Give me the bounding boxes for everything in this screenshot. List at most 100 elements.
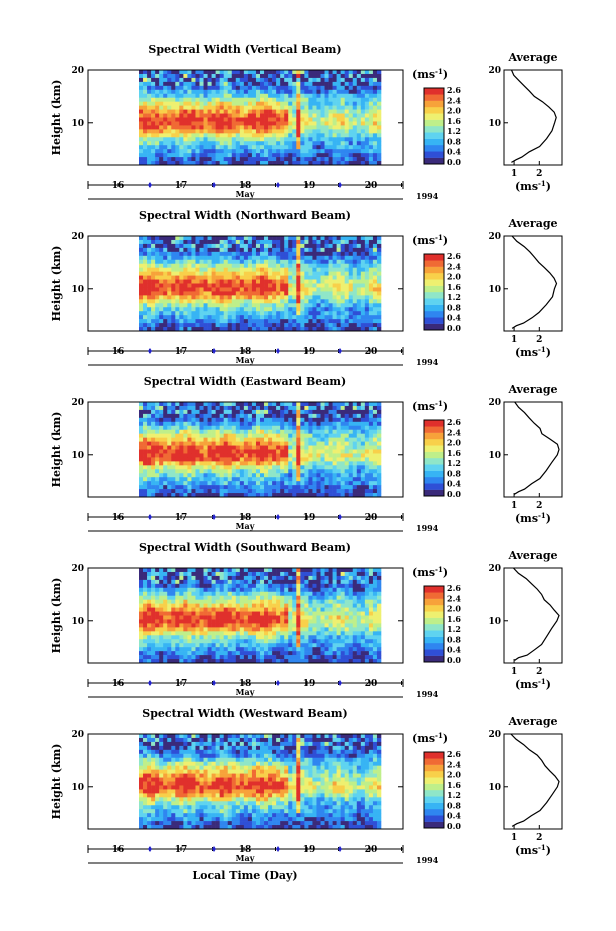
heatmap-cell	[284, 243, 289, 249]
heatmap-cell	[300, 291, 305, 296]
heatmap-cell	[364, 461, 370, 466]
heatmap-cell	[207, 627, 212, 632]
heatmap-cell	[227, 93, 233, 99]
heatmap-cell	[163, 133, 168, 138]
heatmap-cell	[167, 315, 172, 320]
heatmap-cell	[167, 93, 172, 99]
colorbar-swatch	[424, 266, 444, 274]
heatmap-cell	[199, 161, 204, 166]
heatmap-cell	[195, 591, 200, 597]
avg-y-tick-label: 20	[488, 232, 501, 242]
heatmap-cell	[360, 465, 366, 470]
heatmap-cell	[288, 109, 293, 114]
heatmap-cell	[264, 327, 269, 332]
heatmap-cell	[372, 429, 378, 434]
heatmap-cell	[175, 619, 180, 624]
heatmap-cell	[147, 145, 152, 150]
heatmap-cell	[175, 607, 180, 612]
heatmap-cell	[171, 319, 176, 324]
heatmap-cell	[352, 311, 358, 316]
heatmap-cell	[155, 125, 160, 130]
heatmap-cell	[320, 402, 325, 407]
heatmap-cell	[300, 255, 305, 261]
heatmap-cell	[175, 291, 180, 296]
heatmap-cell	[340, 101, 345, 106]
heatmap-cell	[280, 405, 285, 411]
heatmap-cell	[272, 153, 277, 158]
heatmap-cell	[356, 145, 362, 150]
heatmap-cell	[159, 473, 164, 478]
heatmap-cell	[304, 425, 309, 431]
heatmap-cell	[155, 481, 160, 486]
heatmap-cell	[364, 133, 370, 138]
heatmap-cell	[372, 113, 378, 118]
heatmap-cell	[352, 402, 358, 407]
heatmap-cell	[207, 117, 212, 122]
heatmap-cell	[175, 437, 180, 442]
heatmap-cell	[356, 421, 362, 427]
heatmap-cell	[316, 453, 321, 458]
heatmap-cell	[320, 97, 325, 102]
heatmap-cell	[155, 607, 160, 612]
heatmap-cell	[167, 639, 172, 644]
heatmap-cell	[235, 243, 241, 249]
heatmap-cell	[247, 133, 253, 138]
colorbar-label: 2.0	[447, 106, 461, 116]
heatmap-cell	[171, 133, 176, 138]
heatmap-cell	[151, 267, 156, 272]
heatmap-cell	[360, 129, 366, 134]
heatmap-cell	[207, 587, 212, 593]
heatmap-cell	[159, 485, 164, 490]
heatmap-cell	[264, 263, 269, 268]
heatmap-cell	[211, 307, 216, 312]
heatmap-cell	[187, 425, 192, 431]
heatmap-cell	[167, 587, 172, 593]
heatmap-cell	[163, 145, 168, 150]
heatmap-cell	[316, 157, 321, 162]
year-label: 1994	[416, 357, 439, 367]
heatmap-cell	[159, 591, 164, 597]
heatmap-cell	[344, 489, 350, 494]
heatmap-cell	[284, 149, 289, 154]
heatmap-cell	[227, 70, 233, 75]
heatmap-cell	[372, 153, 378, 158]
heatmap-cell	[320, 421, 325, 427]
heatmap-cell	[159, 70, 164, 75]
heatmap-cell	[183, 251, 188, 257]
heatmap-cell	[219, 461, 224, 466]
heatmap-cell	[308, 283, 313, 288]
heatmap-cell	[251, 153, 257, 158]
heatmap-cell	[292, 489, 297, 494]
heatmap-cell	[288, 70, 293, 75]
heatmap-cell	[368, 421, 374, 427]
heatmap-cell	[276, 73, 281, 79]
heatmap-cell	[139, 651, 144, 656]
heatmap-cell	[320, 133, 325, 138]
heatmap-cell	[235, 251, 241, 257]
heatmap-cell	[187, 591, 192, 597]
heatmap-cell	[308, 247, 313, 253]
heatmap-cell	[139, 429, 144, 434]
heatmap-cell	[268, 437, 273, 442]
heatmap-cell	[147, 445, 152, 450]
heatmap-cell	[344, 319, 350, 324]
heatmap-cell	[348, 481, 354, 486]
heatmap-cell	[207, 303, 212, 308]
heatmap-cell	[235, 287, 241, 292]
heatmap-cell	[348, 89, 354, 95]
heatmap-cell	[344, 449, 350, 454]
heatmap-cell	[227, 129, 233, 134]
heatmap-cell	[312, 323, 317, 328]
heatmap-cell	[364, 441, 370, 446]
heatmap-cell	[139, 145, 144, 150]
heatmap-cell	[264, 97, 269, 102]
heatmap-cell	[207, 615, 212, 620]
heatmap-cell	[344, 77, 350, 83]
heatmap-cell	[292, 89, 297, 95]
heatmap-cell	[352, 271, 358, 276]
heatmap-cell	[247, 157, 253, 162]
heatmap-cell	[223, 157, 229, 162]
heatmap-cell	[340, 239, 345, 245]
heatmap-cell	[139, 402, 144, 407]
heatmap-cell	[175, 441, 180, 446]
